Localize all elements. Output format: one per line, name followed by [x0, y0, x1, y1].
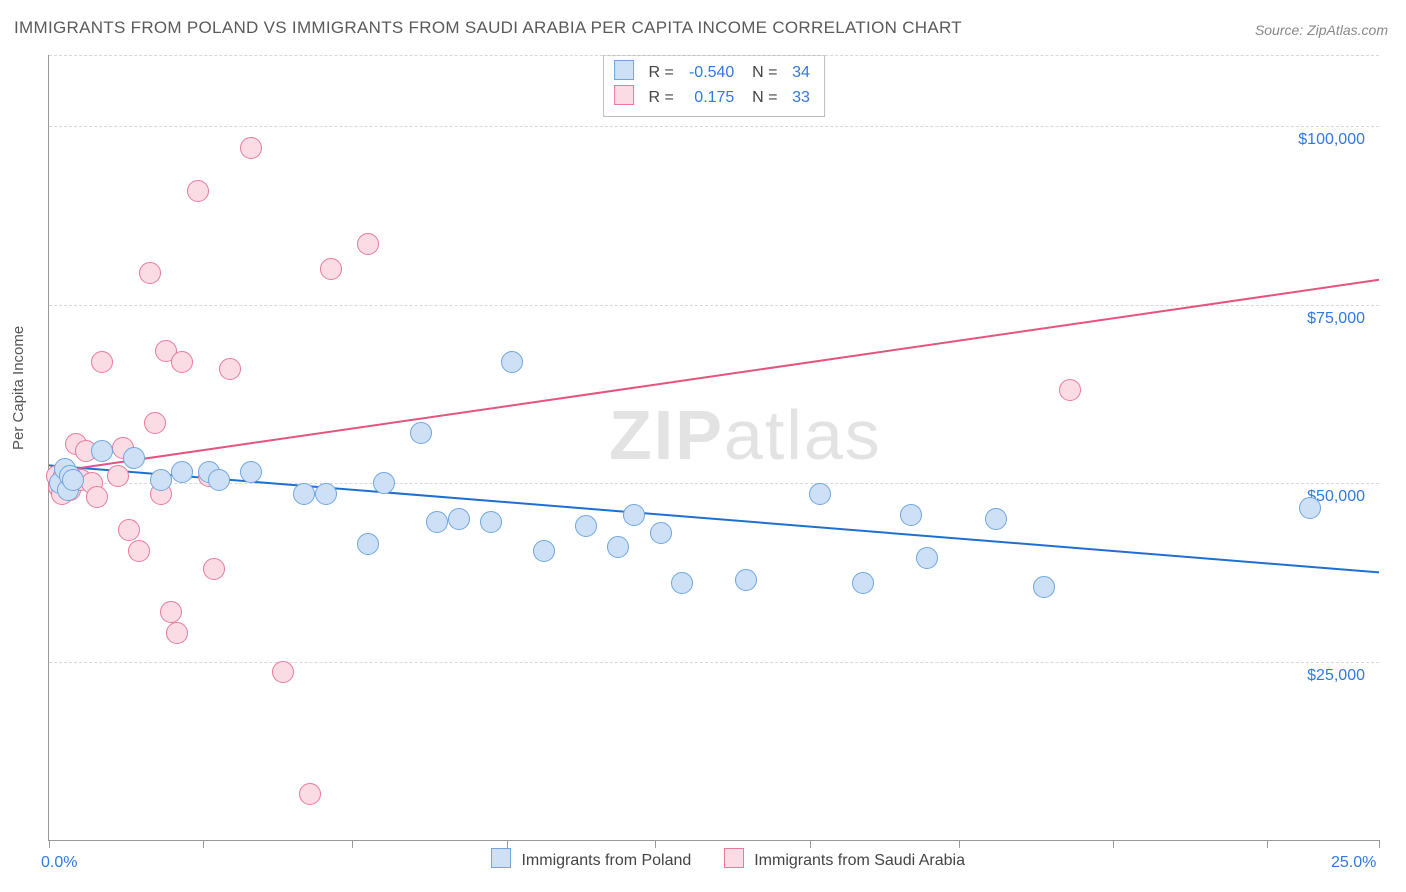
- data-point: [357, 533, 379, 555]
- data-point: [501, 351, 523, 373]
- data-point: [575, 515, 597, 537]
- bottom-legend: Immigrants from Poland Immigrants from S…: [49, 848, 1379, 870]
- x-tick: [1379, 840, 1380, 848]
- scatter-plot: ZIPatlas R = -0.540 N = 34 R = 0.175 N =…: [48, 55, 1379, 841]
- data-point: [144, 412, 166, 434]
- data-point: [852, 572, 874, 594]
- data-point: [1059, 379, 1081, 401]
- data-point: [357, 233, 379, 255]
- data-point: [1033, 576, 1055, 598]
- y-axis-label: Per Capita Income: [10, 326, 27, 450]
- data-point: [533, 540, 555, 562]
- data-point: [426, 511, 448, 533]
- data-point: [320, 258, 342, 280]
- data-point: [150, 469, 172, 491]
- data-point: [293, 483, 315, 505]
- legend-label-poland: Immigrants from Poland: [521, 852, 691, 869]
- data-point: [118, 519, 140, 541]
- data-point: [171, 461, 193, 483]
- data-point: [315, 483, 337, 505]
- data-point: [219, 358, 241, 380]
- data-point: [240, 137, 262, 159]
- legend-swatch-saudi-icon: [724, 848, 744, 868]
- data-point: [900, 504, 922, 526]
- data-point: [650, 522, 672, 544]
- data-point: [373, 472, 395, 494]
- x-tick: [49, 840, 50, 848]
- data-point: [187, 180, 209, 202]
- source-name: ZipAtlas.com: [1307, 22, 1388, 38]
- data-point: [123, 447, 145, 469]
- x-tick: [1267, 840, 1268, 848]
- trendlines-layer: [49, 55, 1379, 840]
- data-point: [985, 508, 1007, 530]
- chart-title: IMMIGRANTS FROM POLAND VS IMMIGRANTS FRO…: [14, 18, 962, 38]
- data-point: [607, 536, 629, 558]
- x-tick: [203, 840, 204, 848]
- data-point: [623, 504, 645, 526]
- data-point: [160, 601, 182, 623]
- x-tick: [352, 840, 353, 848]
- x-tick-label: 25.0%: [1331, 854, 1376, 872]
- x-tick: [959, 840, 960, 848]
- data-point: [735, 569, 757, 591]
- data-point: [272, 661, 294, 683]
- data-point: [166, 622, 188, 644]
- data-point: [480, 511, 502, 533]
- legend-label-saudi: Immigrants from Saudi Arabia: [754, 852, 965, 869]
- trend-line: [49, 280, 1379, 473]
- data-point: [809, 483, 831, 505]
- data-point: [139, 262, 161, 284]
- data-point: [299, 783, 321, 805]
- data-point: [208, 469, 230, 491]
- data-point: [203, 558, 225, 580]
- data-point: [916, 547, 938, 569]
- x-tick: [655, 840, 656, 848]
- data-point: [62, 469, 84, 491]
- data-point: [671, 572, 693, 594]
- source-label: Source:: [1255, 22, 1307, 38]
- data-point: [86, 486, 108, 508]
- x-tick: [810, 840, 811, 848]
- data-point: [171, 351, 193, 373]
- x-tick: [1113, 840, 1114, 848]
- data-point: [91, 440, 113, 462]
- data-point: [1299, 497, 1321, 519]
- data-point: [448, 508, 470, 530]
- x-tick: [507, 840, 508, 848]
- x-tick-label: 0.0%: [41, 854, 77, 872]
- data-point: [128, 540, 150, 562]
- data-point: [107, 465, 129, 487]
- data-point: [91, 351, 113, 373]
- data-point: [410, 422, 432, 444]
- data-point: [240, 461, 262, 483]
- source-attribution: Source: ZipAtlas.com: [1255, 22, 1388, 38]
- legend-swatch-poland-icon: [491, 848, 511, 868]
